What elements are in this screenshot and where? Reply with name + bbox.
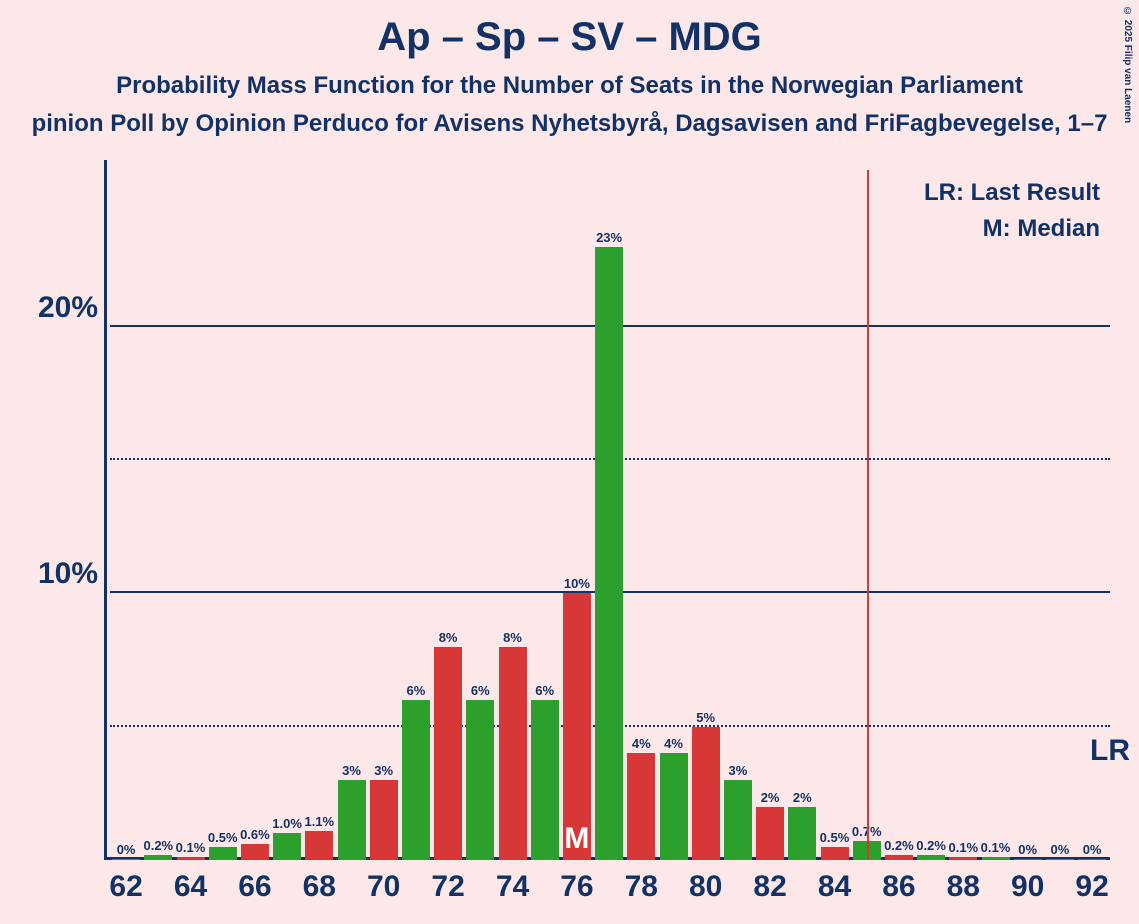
xtick-76: 76: [560, 870, 593, 904]
bar-label-67: 1.0%: [272, 816, 302, 831]
lr-axis-label: LR: [1090, 734, 1130, 768]
bar-66: 0.6%: [241, 844, 269, 860]
lr-vertical-line: [867, 170, 869, 860]
xtick-88: 88: [947, 870, 980, 904]
bar-62: 0%: [112, 859, 140, 860]
bar-73: 6%: [466, 700, 494, 860]
bar-label-69: 3%: [342, 763, 361, 778]
xtick-78: 78: [625, 870, 658, 904]
bar-label-62: 0%: [117, 842, 136, 857]
xtick-64: 64: [174, 870, 207, 904]
bar-63: 0.2%: [144, 855, 172, 860]
bar-label-63: 0.2%: [143, 838, 173, 853]
bar-label-87: 0.2%: [916, 838, 946, 853]
bar-label-90: 0%: [1018, 842, 1037, 857]
bar-label-70: 3%: [374, 763, 393, 778]
bar-75: 6%: [531, 700, 559, 860]
bar-83: 2%: [788, 807, 816, 860]
bar-label-77: 23%: [596, 230, 622, 245]
legend-lr: LR: Last Result: [924, 175, 1100, 211]
bar-label-72: 8%: [439, 630, 458, 645]
bar-label-88: 0.1%: [948, 840, 978, 855]
xtick-92: 92: [1075, 870, 1108, 904]
bar-88: 0.1%: [949, 857, 977, 860]
bar-80: 5%: [692, 727, 720, 860]
bar-label-91: 0%: [1050, 842, 1069, 857]
chart-title: Ap – Sp – SV – MDG: [0, 15, 1139, 60]
xtick-80: 80: [689, 870, 722, 904]
bar-91: 0%: [1046, 859, 1074, 860]
bar-label-84: 0.5%: [820, 830, 850, 845]
chart-subtitle-1: Probability Mass Function for the Number…: [0, 72, 1139, 100]
bar-label-75: 6%: [535, 683, 554, 698]
bar-71: 6%: [402, 700, 430, 860]
legend-m: M: Median: [924, 211, 1100, 247]
xtick-62: 62: [109, 870, 142, 904]
bar-82: 2%: [756, 807, 784, 860]
xtick-84: 84: [818, 870, 851, 904]
bar-label-76: 10%: [564, 576, 590, 591]
bar-label-74: 8%: [503, 630, 522, 645]
bar-label-81: 3%: [728, 763, 747, 778]
y-axis: [104, 160, 107, 860]
bar-67: 1.0%: [273, 833, 301, 860]
xtick-86: 86: [882, 870, 915, 904]
xtick-66: 66: [238, 870, 271, 904]
bar-label-65: 0.5%: [208, 830, 238, 845]
bar-label-80: 5%: [696, 710, 715, 725]
bar-74: 8%: [499, 647, 527, 860]
bar-68: 1.1%: [305, 831, 333, 860]
bar-label-89: 0.1%: [981, 840, 1011, 855]
bar-label-79: 4%: [664, 736, 683, 751]
bar-76: 10%M: [563, 593, 591, 860]
xtick-90: 90: [1011, 870, 1044, 904]
bar-72: 8%: [434, 647, 462, 860]
xtick-82: 82: [753, 870, 786, 904]
bar-65: 0.5%: [209, 847, 237, 860]
xtick-68: 68: [303, 870, 336, 904]
bar-label-78: 4%: [632, 736, 651, 751]
bar-79: 4%: [660, 753, 688, 860]
bar-label-66: 0.6%: [240, 827, 270, 842]
xtick-70: 70: [367, 870, 400, 904]
bar-label-68: 1.1%: [304, 814, 334, 829]
bar-64: 0.1%: [177, 857, 205, 860]
copyright-text: © 2025 Filip van Laenen: [1122, 6, 1133, 123]
bar-label-83: 2%: [793, 790, 812, 805]
bar-90: 0%: [1014, 859, 1042, 860]
chart-legend: LR: Last Result M: Median: [924, 175, 1100, 247]
bar-label-82: 2%: [761, 790, 780, 805]
bar-87: 0.2%: [917, 855, 945, 860]
bar-78: 4%: [627, 753, 655, 860]
ytick-10: 10%: [38, 557, 98, 591]
chart-subtitle-2: pinion Poll by Opinion Perduco for Avise…: [0, 110, 1139, 138]
bar-81: 3%: [724, 780, 752, 860]
bar-86: 0.2%: [885, 855, 913, 860]
bar-92: 0%: [1078, 859, 1106, 860]
bar-label-86: 0.2%: [884, 838, 914, 853]
bar-84: 0.5%: [821, 847, 849, 860]
bar-label-64: 0.1%: [176, 840, 206, 855]
median-marker: M: [564, 822, 589, 856]
bar-69: 3%: [338, 780, 366, 860]
chart-plot-area: LR: Last Result M: Median 10%20%0%0.2%0.…: [110, 170, 1110, 860]
bar-77: 23%: [595, 247, 623, 860]
bar-70: 3%: [370, 780, 398, 860]
bar-89: 0.1%: [982, 857, 1010, 860]
bar-label-73: 6%: [471, 683, 490, 698]
bar-label-71: 6%: [406, 683, 425, 698]
xtick-74: 74: [496, 870, 529, 904]
xtick-72: 72: [431, 870, 464, 904]
ytick-20: 20%: [38, 291, 98, 325]
bar-label-92: 0%: [1083, 842, 1102, 857]
